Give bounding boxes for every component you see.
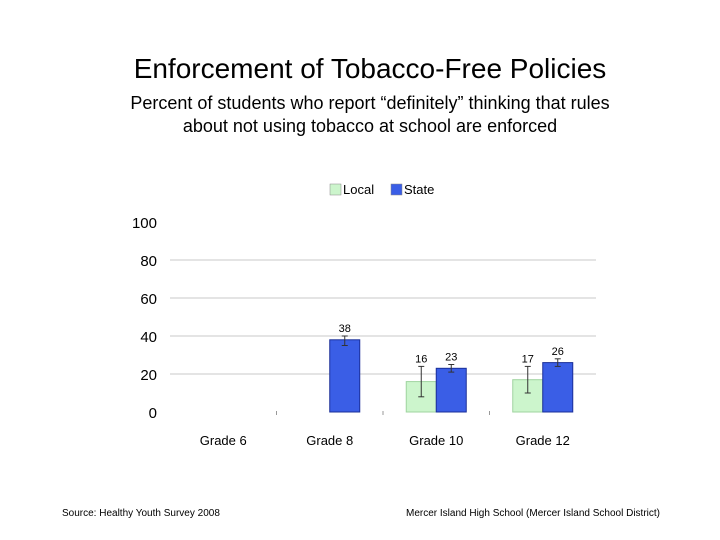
bar-state (435, 367, 467, 413)
school-note: Mercer Island High School (Mercer Island… (406, 508, 660, 519)
data-label: 26 (552, 346, 564, 358)
subtitle-line-1: Percent of students who report “definite… (130, 93, 610, 113)
y-tick-label: 20 (140, 367, 157, 384)
bar-state (542, 362, 574, 413)
y-tick-label: 60 (140, 291, 157, 308)
x-tick-label: Grade 10 (409, 433, 463, 448)
legend-label: Local (343, 182, 374, 197)
data-label: 23 (445, 352, 457, 364)
x-tick-label: Grade 12 (516, 433, 570, 448)
x-tick-label: Grade 8 (306, 433, 353, 448)
bar-state (329, 339, 361, 413)
chart-title: Enforcement of Tobacco-Free Policies (133, 53, 607, 84)
legend-label: State (404, 182, 434, 197)
source-note: Source: Healthy Youth Survey 2008 (62, 508, 220, 519)
y-tick-label: 100 (132, 215, 157, 232)
y-tick-label: 40 (140, 329, 157, 346)
legend-swatch (329, 183, 342, 196)
y-tick-label: 80 (140, 253, 157, 270)
chart-subtitle: Percent of students who report “definite… (0, 92, 720, 138)
subtitle-line-2: about not using tobacco at school are en… (182, 116, 558, 136)
data-label: 16 (415, 353, 427, 365)
data-label: 38 (339, 323, 351, 335)
x-tick-label: Grade 6 (200, 433, 247, 448)
bar-chart: 0 20 40 60 80 100 Local State Grade 6 38 Grade 8 16… (132, 182, 596, 448)
legend-swatch (390, 183, 403, 196)
data-label: 17 (522, 353, 534, 365)
y-tick-label: 0 (149, 405, 157, 422)
